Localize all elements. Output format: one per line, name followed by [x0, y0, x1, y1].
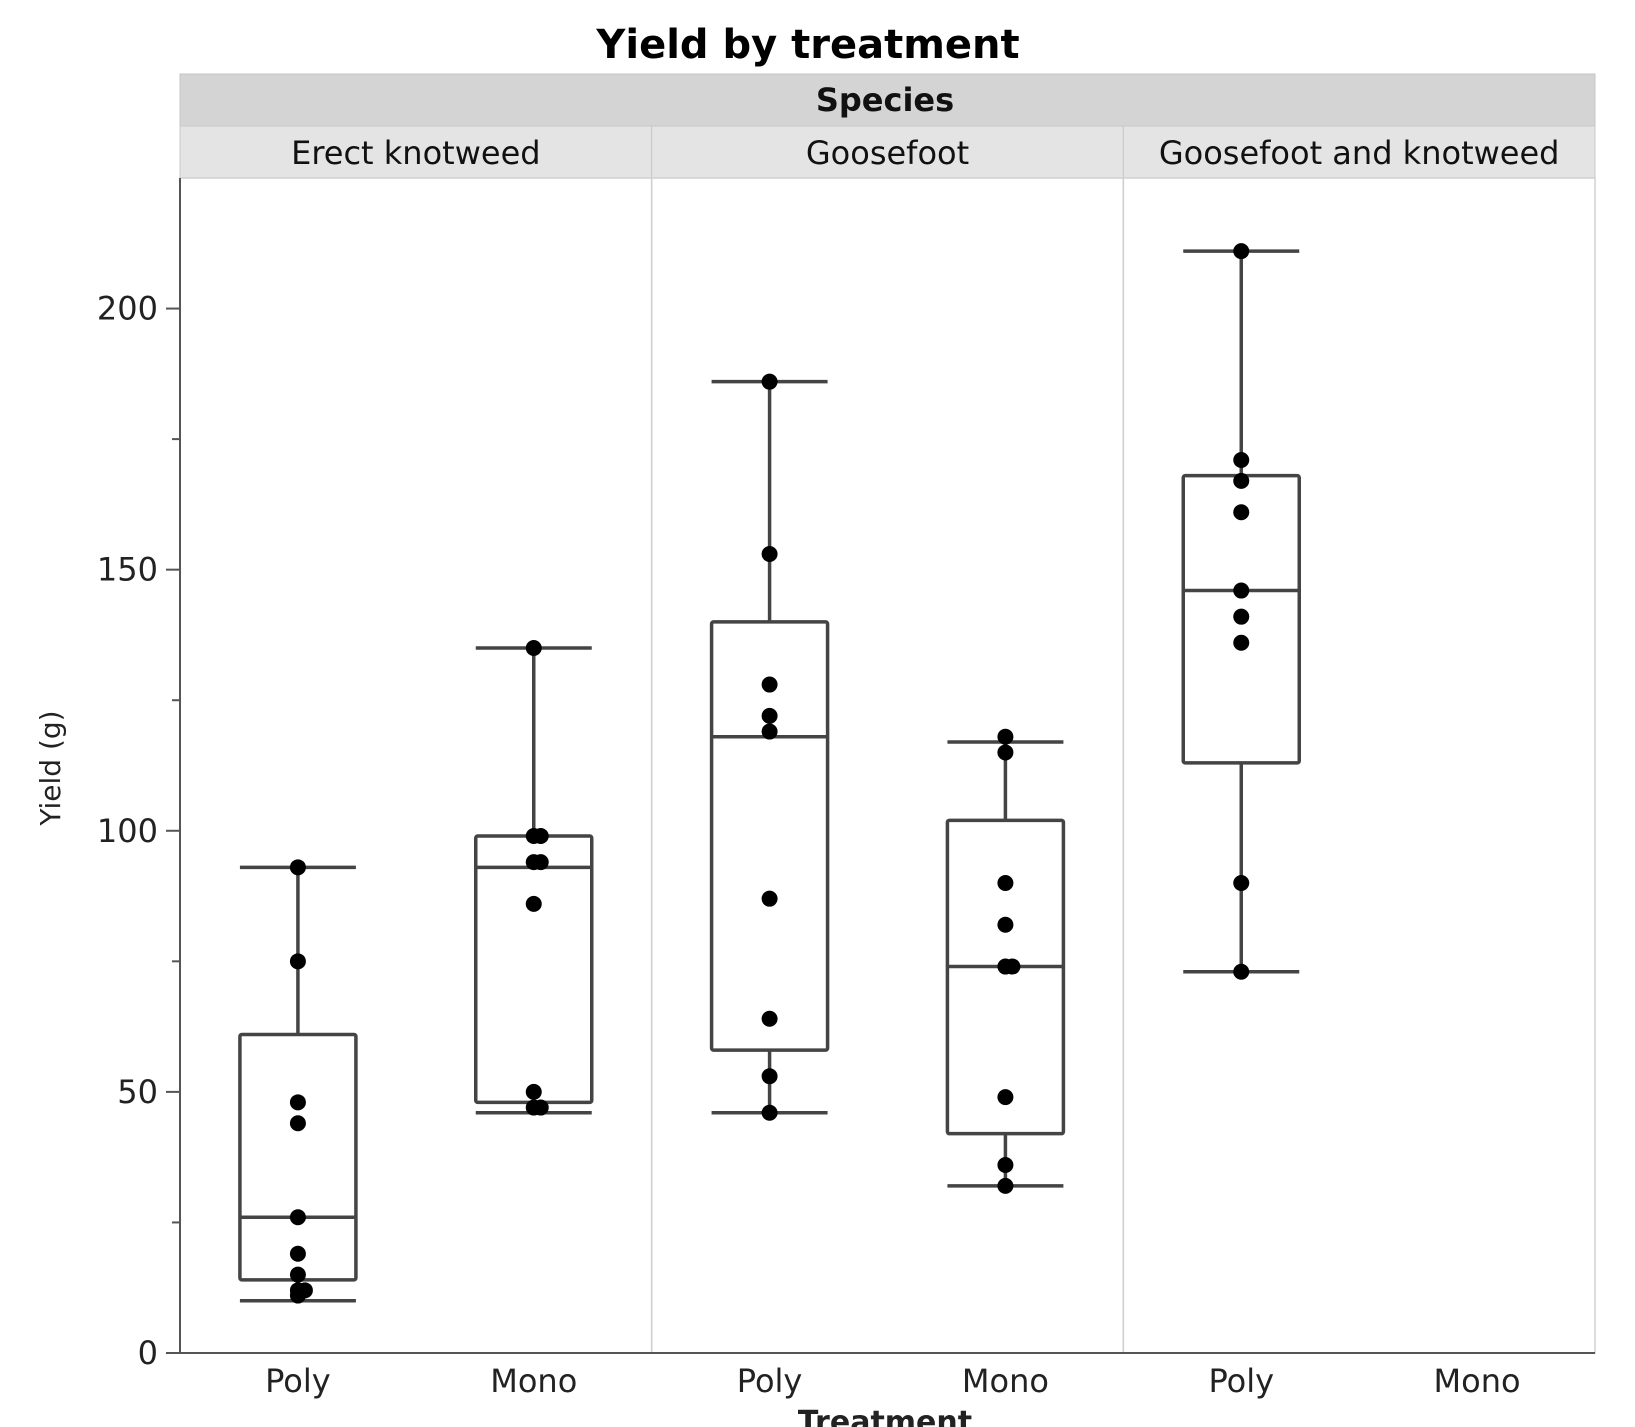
data-point [761, 373, 778, 390]
data-point [761, 546, 778, 562]
data-point [761, 676, 778, 693]
x-axis: Poly Mono Poly Mono Poly Mono [265, 1362, 1520, 1400]
panel-strip-label: Goosefoot [806, 134, 969, 172]
data-point [289, 1245, 306, 1262]
y-axis-label: Yield (g) [34, 710, 67, 826]
panel-strip-label: Goosefoot and knotweed [1159, 134, 1560, 172]
data-point [525, 895, 542, 912]
data-point [997, 728, 1014, 745]
y-tick-label: 50 [117, 1073, 158, 1111]
data-point [1233, 243, 1250, 260]
data-point [997, 1089, 1014, 1106]
y-tick-label: 100 [97, 812, 158, 850]
facet-strip [179, 73, 1596, 127]
data-point [532, 1099, 549, 1116]
data-point [761, 1010, 778, 1027]
iqr-box [238, 1032, 358, 1282]
data-point [761, 890, 778, 907]
data-point [1233, 472, 1250, 489]
data-point [1233, 875, 1250, 891]
iqr-box [474, 834, 594, 1105]
box-group-poly [1181, 243, 1301, 980]
panel-strip [1122, 125, 1596, 179]
panel-2: Goosefoot [650, 125, 1125, 1354]
box-group-poly [709, 373, 830, 1121]
chart-title: Yield by treatment [595, 22, 1019, 68]
data-point [1233, 963, 1250, 980]
panel-3: Goosefoot and knotweed [1122, 125, 1596, 1354]
data-point [997, 916, 1014, 933]
data-point [761, 1068, 778, 1085]
facet-title: Species [816, 81, 954, 119]
x-tick-label: Poly [1208, 1362, 1274, 1400]
panel-strip [179, 125, 653, 179]
data-point [1233, 634, 1250, 651]
data-point [289, 953, 306, 970]
box-group-mono [945, 728, 1066, 1194]
x-tick-label: Mono [962, 1362, 1049, 1400]
data-point [761, 1104, 778, 1121]
panel-frame [1122, 177, 1596, 1354]
y-axis: 0 50 100 150 200 [97, 178, 1595, 1372]
x-tick-label: Mono [1434, 1362, 1521, 1400]
panel-strip [651, 125, 1124, 179]
data-point [1233, 582, 1250, 599]
iqr-box [945, 818, 1066, 1136]
y-tick-label: 200 [97, 290, 158, 328]
data-point [525, 640, 542, 656]
data-point [1004, 958, 1021, 975]
x-tick-label: Poly [265, 1362, 331, 1400]
x-tick-label: Mono [490, 1362, 577, 1400]
data-point [289, 1209, 306, 1226]
y-tick-label: 0 [138, 1334, 158, 1372]
x-axis-title: Treatment [798, 1405, 972, 1427]
data-point [1233, 608, 1250, 625]
data-point [761, 707, 778, 724]
data-point [532, 828, 549, 844]
data-point [1233, 504, 1250, 521]
panels: Erect knotweed Goosefoot Goosefoot and kno… [179, 125, 1596, 1354]
data-point [1233, 452, 1250, 468]
data-point [525, 1083, 542, 1100]
data-point [997, 875, 1014, 891]
data-point [761, 723, 778, 740]
box-group-poly [238, 859, 358, 1304]
data-point [289, 1115, 306, 1132]
data-point [289, 1266, 306, 1283]
data-point [289, 859, 306, 876]
iqr-box [709, 620, 830, 1052]
panel-strip-label: Erect knotweed [291, 134, 540, 172]
y-tick-label: 150 [97, 551, 158, 589]
data-point [532, 854, 549, 871]
x-tick-label: Poly [737, 1362, 803, 1400]
data-point [296, 1282, 313, 1299]
panel-1: Erect knotweed [179, 125, 653, 1354]
data-point [997, 1157, 1014, 1173]
data-point [289, 1094, 306, 1111]
box-group-mono [474, 640, 594, 1116]
data-point [997, 1177, 1014, 1194]
data-point [997, 744, 1014, 761]
